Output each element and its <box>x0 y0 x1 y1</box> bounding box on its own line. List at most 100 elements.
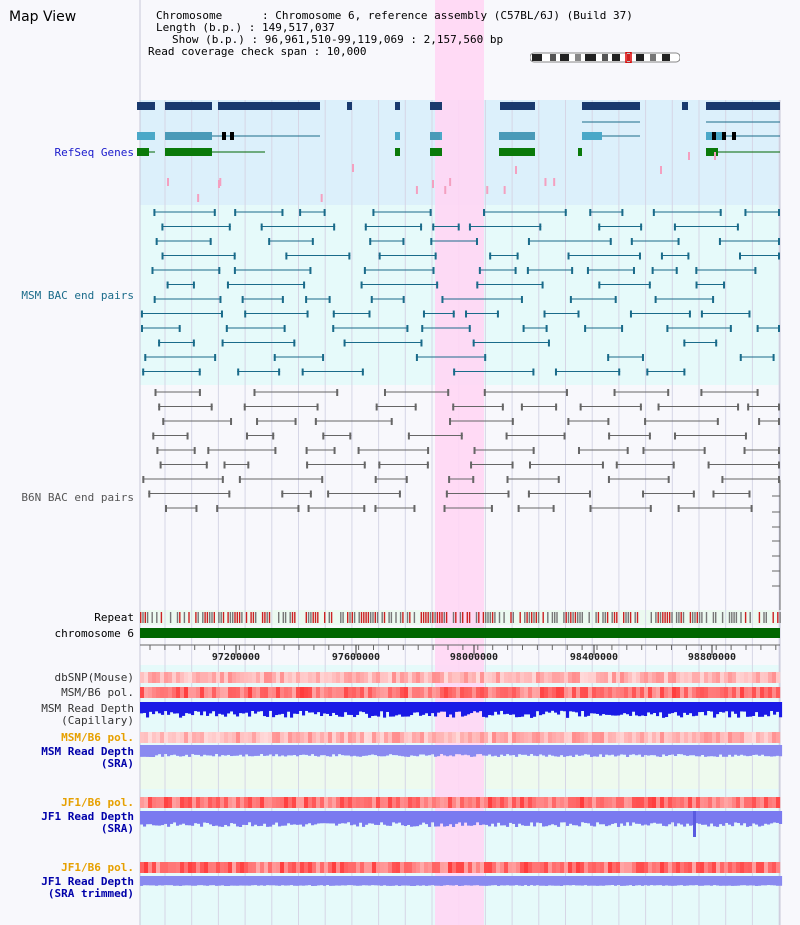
bac-end-mark <box>178 325 181 332</box>
polymorphism-cell <box>316 797 321 808</box>
polymorphism-cell <box>316 672 321 683</box>
read-depth-bar <box>272 745 276 757</box>
polymorphism-cell <box>152 732 157 743</box>
bac-end-mark <box>584 325 587 332</box>
read-depth-bar <box>539 811 543 824</box>
read-depth-bar <box>674 745 678 757</box>
chromosome-ideogram[interactable] <box>530 52 680 63</box>
bac-end-mark <box>213 209 216 216</box>
polymorphism-cell <box>176 732 181 743</box>
polymorphism-cell <box>248 687 253 698</box>
polymorphism-cell <box>224 672 229 683</box>
read-depth-bar <box>644 876 648 886</box>
read-depth-bar <box>176 811 180 826</box>
polymorphism-cell <box>196 687 201 698</box>
repeat-mark <box>689 612 692 623</box>
repeat-mark <box>735 612 738 623</box>
polymorphism-cell <box>736 672 741 683</box>
polymorphism-cell <box>752 687 757 698</box>
bac-end-mark <box>402 238 405 245</box>
read-depth-bar <box>191 811 195 826</box>
polymorphism-cell <box>392 862 397 873</box>
bac-end-mark <box>743 447 746 454</box>
read-depth-bar <box>212 876 216 886</box>
bac-end-mark <box>368 310 371 318</box>
read-depth-bar <box>233 745 237 756</box>
read-depth-bar <box>398 702 402 715</box>
read-depth-bar <box>629 876 633 886</box>
polymorphism-cell <box>492 797 497 808</box>
read-depth-bar <box>173 702 177 714</box>
polymorphism-cell <box>184 862 189 873</box>
polymorphism-cell <box>736 732 741 743</box>
polymorphism-cell <box>528 862 533 873</box>
polymorphism-cell <box>328 862 333 873</box>
polymorphism-cell <box>524 732 529 743</box>
read-depth-bar <box>437 811 441 827</box>
bac-end-mark <box>198 389 201 396</box>
read-depth-bar <box>467 702 471 715</box>
polymorphism-cell <box>768 862 773 873</box>
read-depth-bar <box>611 702 615 716</box>
read-depth-bar <box>629 745 633 755</box>
repeat-mark <box>579 612 581 623</box>
read-depth-bar <box>677 702 681 716</box>
read-depth-bar <box>545 811 549 827</box>
repeat-mark <box>655 612 657 623</box>
polymorphism-cell <box>532 797 537 808</box>
polymorphism-cell <box>412 797 417 808</box>
polymorphism-cell <box>680 732 685 743</box>
bac-end-mark <box>608 432 611 440</box>
polymorphism-cell <box>660 687 665 698</box>
polymorphism-cell <box>164 732 169 743</box>
polymorphism-cell <box>288 862 293 873</box>
polymorphism-cell <box>440 862 445 873</box>
read-depth-bar <box>266 745 270 756</box>
repeat-mark <box>779 612 781 623</box>
read-depth-bar <box>350 876 354 886</box>
polymorphism-cell <box>520 862 525 873</box>
polymorphism-cell <box>528 797 533 808</box>
polymorphism-cell <box>712 862 717 873</box>
polymorphism-cell <box>772 672 777 683</box>
bac-end-mark <box>333 223 336 231</box>
polymorphism-cell <box>248 862 253 873</box>
read-depth-bar <box>533 702 537 717</box>
label-dbsnp: dbSNP(Mouse) <box>54 671 134 684</box>
polymorphism-cell <box>512 687 517 698</box>
polymorphism-cell <box>476 672 481 683</box>
polymorphism-cell <box>388 732 393 743</box>
polymorphism-cell <box>516 862 521 873</box>
polymorphism-cell <box>380 687 385 698</box>
bac-end-mark <box>674 432 677 440</box>
repeat-mark <box>441 612 443 623</box>
read-depth-bar <box>248 745 252 757</box>
bac-end-mark <box>192 339 195 347</box>
polymorphism-cell <box>408 732 413 743</box>
read-depth-bar <box>326 876 330 886</box>
read-depth-bar <box>488 745 492 755</box>
read-depth-bar <box>638 876 642 886</box>
read-depth-bar <box>560 702 564 711</box>
read-depth-bar <box>443 702 447 712</box>
polymorphism-cell <box>656 732 661 743</box>
read-depth-bar <box>281 745 285 756</box>
read-depth-bar <box>320 702 324 717</box>
bac-end-mark <box>140 310 143 318</box>
label-jf1-depth-trimmed: JF1 Read Depth (SRA trimmed) <box>41 876 134 900</box>
read-depth-bar <box>524 876 528 886</box>
polymorphism-cell <box>680 687 685 698</box>
polymorphism-cell <box>604 687 609 698</box>
read-depth-bar <box>239 745 243 755</box>
bac-end-mark <box>256 418 259 425</box>
read-depth-bar <box>668 745 672 755</box>
read-depth-bar <box>356 811 360 827</box>
read-depth-bar <box>239 876 243 886</box>
read-depth-bar <box>458 811 462 823</box>
repeat-mark <box>634 612 636 623</box>
polymorphism-cell <box>280 797 285 808</box>
chromosome-bar <box>140 628 780 638</box>
polymorphism-cell <box>160 862 165 873</box>
polymorphism-cell <box>180 687 185 698</box>
